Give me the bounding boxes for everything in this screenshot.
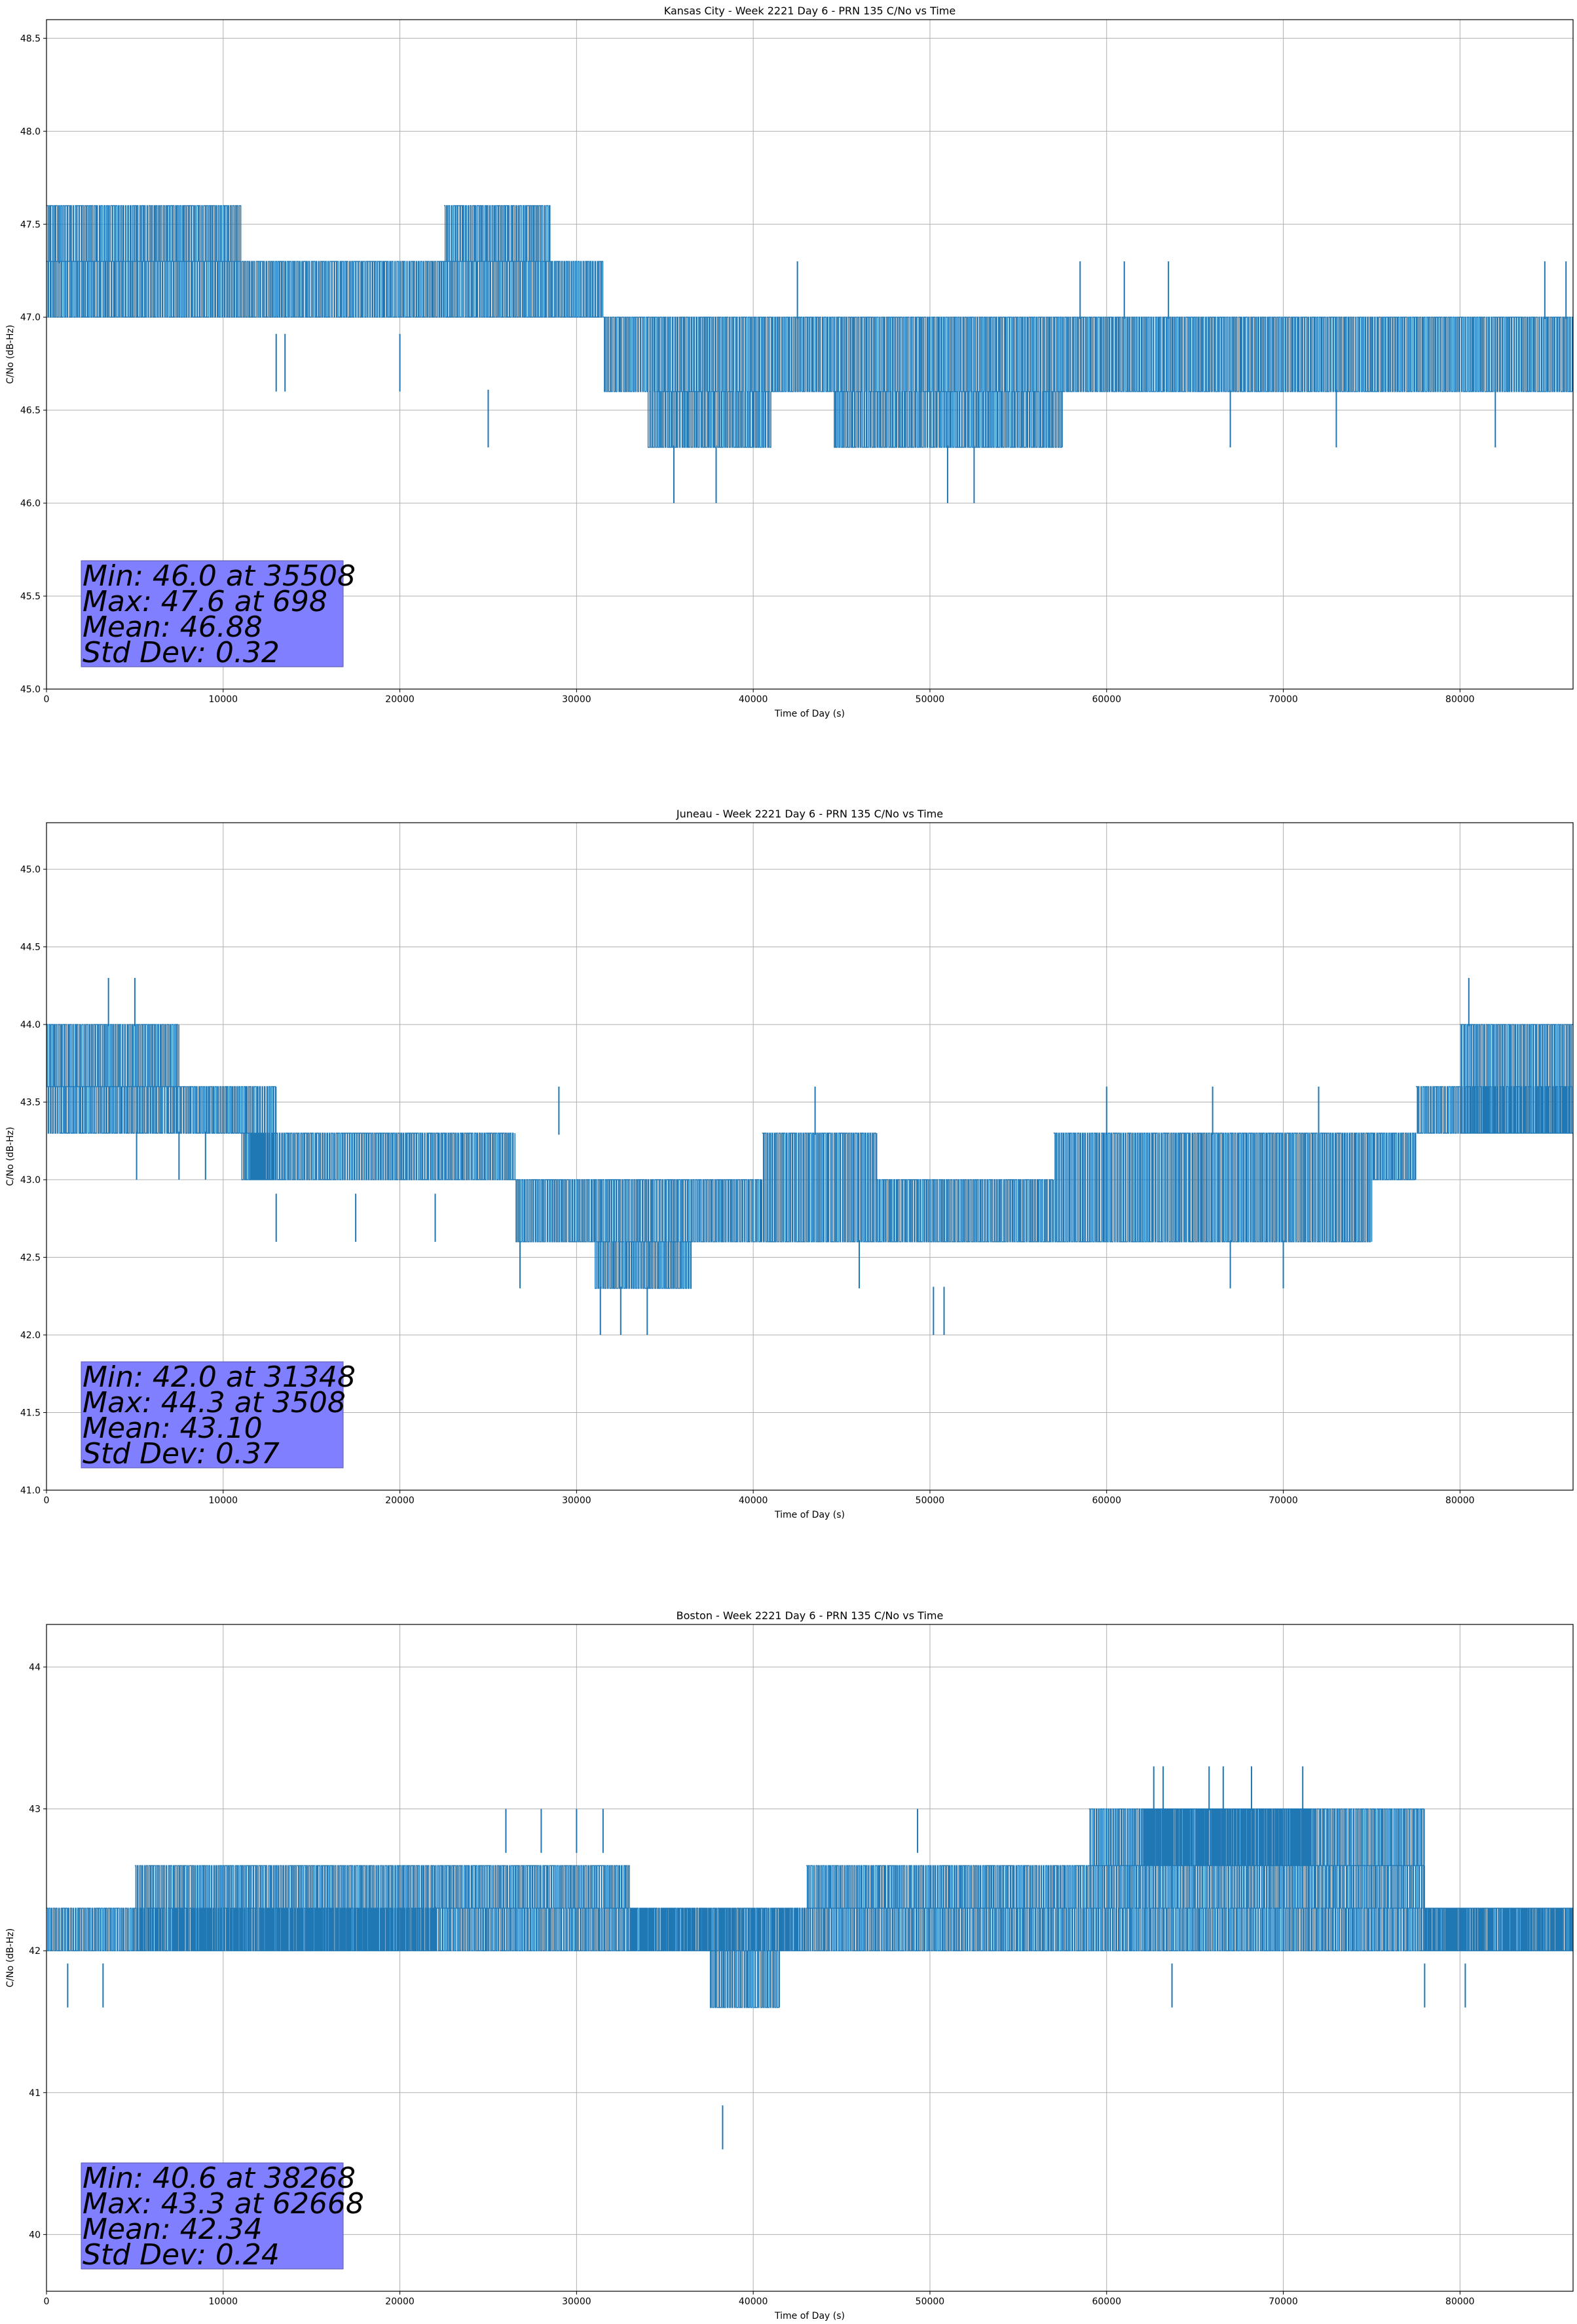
stats-line: Mean: 43.10 — [83, 1412, 263, 1445]
y-tick-label: 43.5 — [20, 1098, 41, 1108]
stats-box-background — [81, 2162, 344, 2270]
stats-box-background — [81, 560, 344, 667]
x-tick-label: 30000 — [562, 1495, 591, 1506]
x-tick-label: 80000 — [1445, 694, 1475, 705]
x-tick-label: 40000 — [739, 1495, 768, 1506]
stats-line: Mean: 42.34 — [83, 2213, 263, 2246]
series-line — [46, 1024, 1573, 1289]
x-tick-label: 80000 — [1445, 1495, 1475, 1506]
y-tick-label: 43.0 — [20, 1175, 41, 1186]
stats-line: Std Dev: 0.37 — [83, 1437, 280, 1471]
x-tick-label: 70000 — [1269, 694, 1298, 705]
x-axis-label: Time of Day (s) — [774, 709, 845, 719]
x-tick-label: 30000 — [562, 694, 591, 705]
y-tick-label: 41 — [29, 2088, 41, 2099]
x-tick-label: 20000 — [385, 2296, 415, 2307]
x-tick-label: 30000 — [562, 2296, 591, 2307]
x-tick-label: 50000 — [916, 1495, 945, 1506]
x-tick-label: 50000 — [916, 694, 945, 705]
stats-line: Std Dev: 0.32 — [83, 636, 280, 669]
axes-frame — [46, 822, 1574, 1491]
x-tick-label: 20000 — [385, 694, 415, 705]
x-tick-label: 60000 — [1092, 1495, 1121, 1506]
y-axis-label: C/No (dB-Hz) — [5, 325, 16, 384]
series-line — [46, 1808, 1573, 2008]
y-tick-label: 48.5 — [20, 33, 41, 44]
stats-line: Max: 44.3 at 3508 — [83, 1386, 346, 1419]
y-tick-label: 44.0 — [20, 1020, 41, 1030]
y-tick-label: 47.5 — [20, 219, 41, 230]
y-tick-label: 45.0 — [20, 865, 41, 875]
chart-title: Juneau - Week 2221 Day 6 - PRN 135 C/No … — [676, 808, 943, 820]
stats-line: Min: 42.0 at 31348 — [83, 1360, 356, 1394]
x-tick-label: 70000 — [1269, 2296, 1298, 2307]
axes-frame — [46, 1624, 1574, 2292]
x-tick-label: 20000 — [385, 1495, 415, 1506]
stats-box-background — [81, 1361, 344, 1469]
chart-title: Boston - Week 2221 Day 6 - PRN 135 C/No … — [677, 1609, 944, 1622]
spikes — [58, 205, 1567, 504]
x-tick-label: 50000 — [916, 2296, 945, 2307]
y-tick-label: 40 — [29, 2230, 41, 2240]
x-tick-label: 70000 — [1269, 1495, 1298, 1506]
y-tick-label: 45.0 — [20, 684, 41, 695]
x-axis-label: Time of Day (s) — [774, 1510, 845, 1520]
y-tick-label: 45.5 — [20, 591, 41, 602]
chart-panel-kansas-city: 0 10000 20000 30000 40000 50000 60000 70000 8000… — [5, 5, 1574, 719]
chart-title: Kansas City - Week 2221 Day 6 - PRN 135 … — [664, 5, 955, 17]
y-tick-label: 46.5 — [20, 405, 41, 416]
x-tick-label: 0 — [44, 1495, 50, 1506]
y-tick-label: 47.0 — [20, 312, 41, 323]
chart-panel-boston: 0 10000 20000 30000 40000 50000 60000 70000 8000… — [5, 1609, 1574, 2321]
y-tick-label: 41.0 — [20, 1486, 41, 1496]
x-tick-label: 60000 — [1092, 2296, 1121, 2307]
stats-line: Mean: 46.88 — [83, 610, 263, 644]
y-tick-label: 46.0 — [20, 498, 41, 509]
spikes — [67, 1766, 1466, 2150]
y-tick-label: 43 — [29, 1805, 41, 1815]
axes-frame — [46, 19, 1574, 690]
y-axis-label: C/No (dB-Hz) — [5, 1127, 16, 1186]
x-tick-label: 80000 — [1445, 2296, 1475, 2307]
y-tick-label: 42.5 — [20, 1253, 41, 1264]
x-tick-label: 40000 — [739, 2296, 768, 2307]
stats-line: Max: 43.3 at 62668 — [83, 2187, 364, 2221]
y-tick-label: 41.5 — [20, 1408, 41, 1419]
y-tick-label: 44.5 — [20, 943, 41, 953]
x-tick-label: 0 — [44, 2296, 50, 2307]
y-tick-label: 48.0 — [20, 126, 41, 137]
spikes — [107, 977, 1470, 1336]
stats-line: Min: 40.6 at 38268 — [83, 2162, 356, 2195]
x-tick-label: 0 — [44, 694, 50, 705]
x-tick-label: 10000 — [209, 1495, 238, 1506]
stats-line: Max: 47.6 at 698 — [83, 585, 327, 618]
y-axis-label: C/No (dB-Hz) — [5, 1928, 16, 1987]
x-tick-label: 10000 — [209, 694, 238, 705]
y-tick-label: 42 — [29, 1946, 41, 1957]
x-tick-label: 40000 — [739, 694, 768, 705]
x-tick-label: 10000 — [209, 2296, 238, 2307]
stats-line: Std Dev: 0.24 — [83, 2238, 280, 2272]
x-axis-label: Time of Day (s) — [774, 2311, 845, 2321]
x-tick-label: 60000 — [1092, 694, 1121, 705]
y-tick-label: 42.0 — [20, 1330, 41, 1341]
stats-line: Min: 46.0 at 35508 — [83, 559, 356, 593]
series-line — [46, 205, 1573, 448]
chart-panel-juneau: 0 10000 20000 30000 40000 50000 60000 70000 8000… — [5, 808, 1574, 1520]
y-tick-label: 44 — [29, 1662, 41, 1673]
